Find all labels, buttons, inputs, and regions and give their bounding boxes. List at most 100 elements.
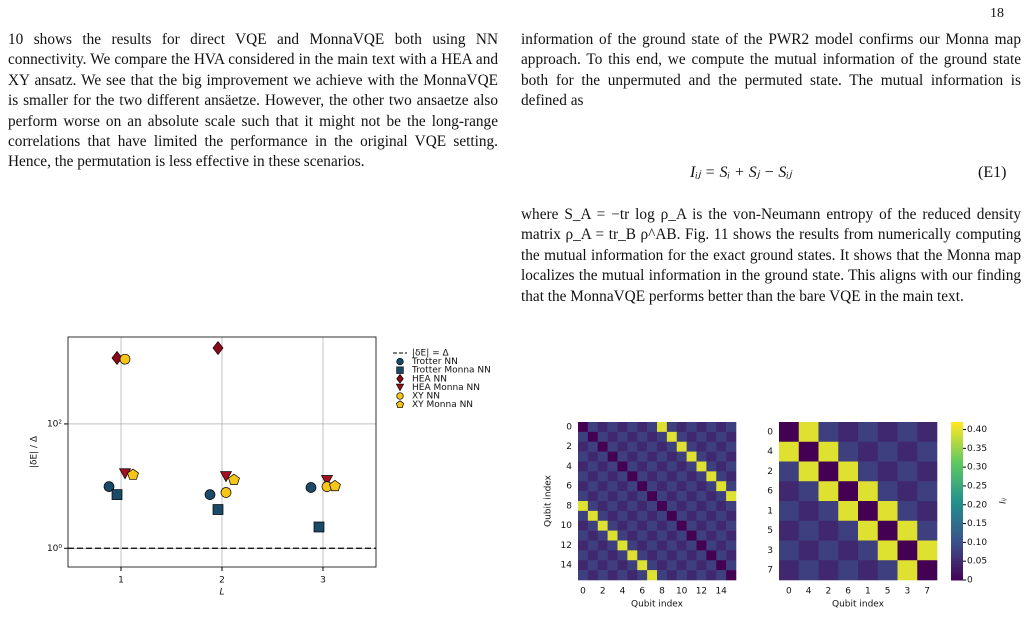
marker bbox=[119, 353, 131, 365]
x-axis-label: Qubit index bbox=[832, 600, 885, 610]
heatmap-cell bbox=[818, 461, 839, 482]
heatmap-cell bbox=[686, 560, 697, 571]
colorbar-tick-label: 0.20 bbox=[967, 500, 987, 510]
heatmap-cell bbox=[607, 481, 618, 492]
heatmap-cell bbox=[706, 491, 717, 502]
heatmap-cell bbox=[607, 540, 618, 551]
colorbar-tick-label: 0.25 bbox=[967, 481, 987, 491]
heatmap-cell bbox=[696, 560, 707, 571]
y-tick-label: 4 bbox=[767, 447, 773, 457]
heatmap-cell bbox=[838, 520, 859, 541]
heatmap-cell bbox=[666, 570, 678, 581]
colorbar-tick-label: 0 bbox=[967, 576, 973, 586]
colorbar-segment bbox=[951, 545, 963, 549]
colorbar-segment bbox=[951, 529, 963, 534]
heatmap-cell bbox=[597, 431, 608, 443]
colorbar-segment bbox=[951, 503, 963, 507]
x-tick-label: 14 bbox=[715, 587, 727, 597]
heatmap-cell bbox=[637, 441, 648, 452]
heatmap-cell bbox=[607, 451, 618, 462]
legend-label: Trotter NN bbox=[411, 357, 458, 367]
marker bbox=[395, 383, 405, 392]
heatmap-cell bbox=[587, 431, 599, 443]
y-tick-label: 4 bbox=[566, 462, 572, 472]
heatmap-cell bbox=[676, 501, 687, 512]
heatmap-cell bbox=[578, 491, 589, 502]
heatmap-cell bbox=[696, 510, 707, 522]
y-axis-label: |δE| / Δ bbox=[30, 435, 40, 468]
x-tick-label: 10 bbox=[676, 587, 688, 597]
heatmap-cell bbox=[627, 451, 638, 462]
page-number: 18 bbox=[990, 6, 1004, 21]
y-tick-label: 10⁰ bbox=[47, 544, 62, 554]
colorbar-segment bbox=[951, 469, 963, 473]
heatmap-cell bbox=[676, 471, 687, 482]
colorbar-segment bbox=[951, 524, 963, 528]
heatmap-cell bbox=[587, 481, 599, 492]
heatmap-cell bbox=[587, 451, 599, 462]
heatmap-cell bbox=[858, 520, 879, 541]
y-tick-label: 8 bbox=[566, 501, 572, 511]
heatmap-cell bbox=[716, 461, 727, 472]
heatmap-cell bbox=[607, 501, 618, 512]
x-tick-label: 8 bbox=[659, 587, 665, 597]
heatmap-cell bbox=[676, 451, 687, 462]
heatmap-cell bbox=[696, 540, 707, 551]
y-tick-label: 14 bbox=[561, 561, 573, 571]
heatmap-cell bbox=[587, 530, 599, 541]
colorbar-segment bbox=[951, 474, 963, 478]
heatmap-cell bbox=[897, 441, 918, 462]
legend-label: HEA Monna NN bbox=[412, 383, 480, 393]
heatmap-cell bbox=[597, 501, 608, 512]
colorbar-segment bbox=[951, 574, 963, 578]
colorbar-tick-label: 0.40 bbox=[967, 425, 987, 435]
heatmap-cell bbox=[716, 481, 727, 492]
heatmap-cell bbox=[686, 530, 697, 541]
colorbar-segment bbox=[951, 485, 963, 489]
heatmap-cell bbox=[686, 461, 697, 472]
heatmap-cell bbox=[716, 560, 727, 571]
heatmap-cell bbox=[637, 501, 648, 512]
heatmap-cell bbox=[686, 550, 697, 561]
heatmap-cell bbox=[666, 501, 678, 512]
marker bbox=[396, 373, 404, 384]
heatmap-cell bbox=[627, 570, 638, 581]
heatmap-cell bbox=[798, 560, 819, 581]
heatmap-cell bbox=[627, 510, 638, 522]
marker bbox=[396, 357, 404, 366]
heatmap-cell bbox=[676, 481, 687, 492]
x-tick-label: 2 bbox=[600, 587, 606, 597]
heatmap-cell bbox=[917, 461, 938, 482]
heatmap-cell bbox=[726, 431, 737, 443]
heatmap-cell bbox=[726, 422, 737, 433]
heatmap-cell bbox=[597, 560, 608, 571]
x-tick-label: 6 bbox=[845, 587, 851, 597]
heatmap-cell bbox=[666, 422, 678, 433]
heatmap-cell bbox=[578, 570, 589, 581]
heatmap-cell bbox=[686, 501, 697, 512]
heatmap-cell bbox=[706, 501, 717, 512]
marker bbox=[212, 340, 224, 356]
heatmap-cell bbox=[578, 481, 589, 492]
heatmap-cell bbox=[587, 520, 599, 531]
heatmap-cell bbox=[657, 570, 668, 581]
heatmap-cell bbox=[597, 422, 608, 433]
heatmap-cell bbox=[877, 540, 898, 561]
heatmap-cell bbox=[696, 451, 707, 462]
heatmap-cell bbox=[617, 501, 628, 512]
heatmap-cell bbox=[696, 481, 707, 492]
colorbar-segment bbox=[951, 537, 963, 541]
colorbar-segment bbox=[951, 551, 963, 555]
heatmap-cell bbox=[696, 520, 707, 531]
heatmap-cell bbox=[676, 461, 687, 472]
y-tick-label: 2 bbox=[566, 442, 572, 452]
colorbar-segment bbox=[951, 543, 963, 547]
heatmap-cell bbox=[647, 422, 658, 433]
heatmap-cell bbox=[706, 570, 717, 581]
heatmap-cell bbox=[798, 461, 819, 482]
heatmap-cell bbox=[706, 461, 717, 472]
colorbar-segment bbox=[951, 427, 963, 431]
heatmap-cell bbox=[897, 520, 918, 541]
heatmap-cell bbox=[666, 530, 678, 541]
